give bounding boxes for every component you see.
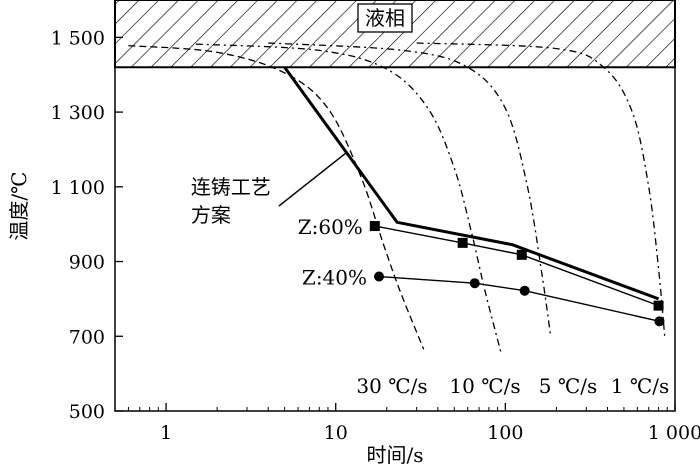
cooling-rate-label-4: 1 ℃/s: [611, 374, 669, 398]
series-2-point-3: [519, 285, 530, 296]
series-line-2: [378, 275, 660, 322]
y-tick-label-5: 1 300: [51, 102, 105, 124]
liquid-label-bg: [357, 3, 413, 33]
series-1-point-3: [516, 249, 527, 260]
series-2-point-2: [469, 278, 480, 289]
x-tick-label-2: 10: [324, 422, 348, 444]
series-label-1: Z:60%: [298, 215, 363, 239]
process-label-line2: 方案: [191, 203, 231, 227]
cooling-curve-2: [195, 43, 502, 353]
series-label-2: Z:40%: [302, 265, 367, 289]
liquid-region-label: 液相: [365, 6, 405, 30]
series-line-1: [374, 225, 659, 307]
y-axis-title: 温度/℃: [7, 171, 31, 240]
plot-frame: [114, 0, 676, 412]
y-tick-label-3: 900: [69, 252, 105, 274]
series-layer: [283, 66, 665, 327]
process-label-line1: 连铸工艺: [191, 175, 271, 199]
series-2-point-1: [374, 271, 385, 282]
process-leader-line: [278, 151, 347, 207]
cooling-rate-label-2: 10 ℃/s: [449, 374, 520, 398]
y-tick-label-2: 700: [69, 326, 105, 348]
cooling-curve-1: [128, 44, 425, 350]
series-1-point-4: [653, 300, 664, 311]
cooling-curves: [128, 42, 666, 353]
cooling-curve-3: [268, 42, 552, 337]
cooling-curve-4: [416, 42, 666, 337]
y-tick-label-1: 500: [69, 401, 105, 423]
process-line: [283, 66, 660, 301]
process-label: 连铸工艺 方案: [191, 151, 347, 227]
series-1-point-1: [369, 221, 380, 232]
series-2-point-4: [654, 316, 665, 327]
x-tick-label-3: 100: [487, 422, 523, 444]
x-axis-title: 时间/s: [366, 443, 423, 467]
series-1-point-2: [457, 237, 468, 248]
x-tick-label-4: 1 000: [648, 422, 700, 444]
cooling-rate-label-3: 5 ℃/s: [539, 374, 597, 398]
y-tick-label-6: 1 500: [51, 27, 105, 49]
axes: 1 10 100 1 000 500 700 900 1 100 1 300 1 500: [51, 0, 700, 444]
y-tick-label-4: 1 100: [51, 177, 105, 199]
cooling-rate-label-1: 30 ℃/s: [356, 374, 427, 398]
liquid-region: 液相: [114, 0, 676, 69]
x-tick-label-1: 1: [160, 422, 172, 444]
labels-layer: Z:60% Z:40% 30 ℃/s 10 ℃/s 5 ℃/s 1 ℃/s: [298, 215, 670, 398]
